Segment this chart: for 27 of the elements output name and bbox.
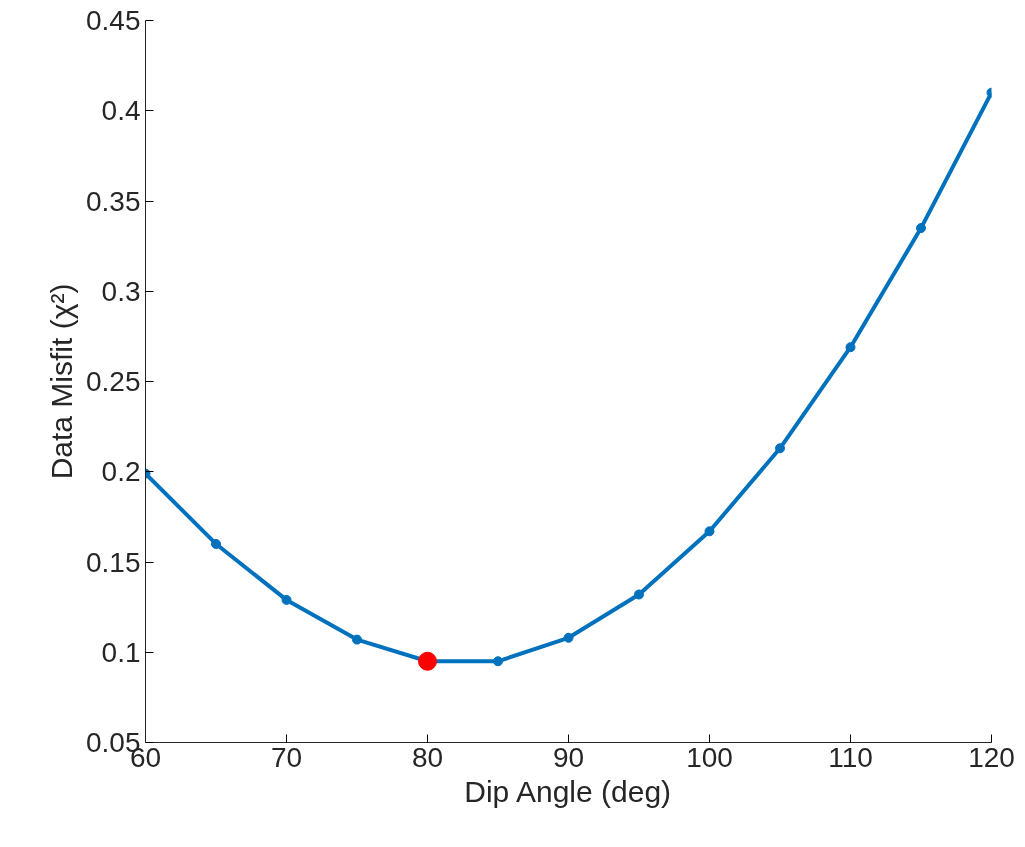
x-tick-label: 70 [270, 741, 303, 773]
point [775, 443, 785, 454]
y-tick-label: 0.1 [101, 636, 141, 668]
point [634, 589, 644, 600]
point [352, 634, 362, 645]
point [563, 632, 574, 643]
point [916, 223, 926, 234]
y-tick-label: 0.45 [86, 5, 141, 36]
x-tick-label: 120 [968, 741, 1015, 773]
x-tick-label: 80 [411, 741, 444, 773]
x-tick-label: 110 [828, 741, 873, 773]
x-tick-label: 100 [686, 741, 733, 773]
x-axis-title: Dip Angle (deg) [464, 774, 672, 808]
point [211, 538, 221, 549]
y-tick-label: 0.15 [86, 546, 141, 578]
y-tick-label: 0.2 [101, 456, 141, 488]
y-tick-label: 0.35 [86, 185, 141, 217]
point [418, 651, 437, 671]
point [845, 342, 856, 353]
y-tick-label: 0.4 [101, 95, 141, 127]
point [281, 594, 292, 605]
x-tick-label: 90 [552, 741, 585, 773]
point [704, 526, 715, 537]
y-axis-title: Data Misfit (χ²) [45, 283, 78, 480]
y-tick-label: 0.25 [86, 366, 141, 397]
point [493, 656, 503, 667]
y-tick-label: 0.3 [101, 275, 141, 307]
